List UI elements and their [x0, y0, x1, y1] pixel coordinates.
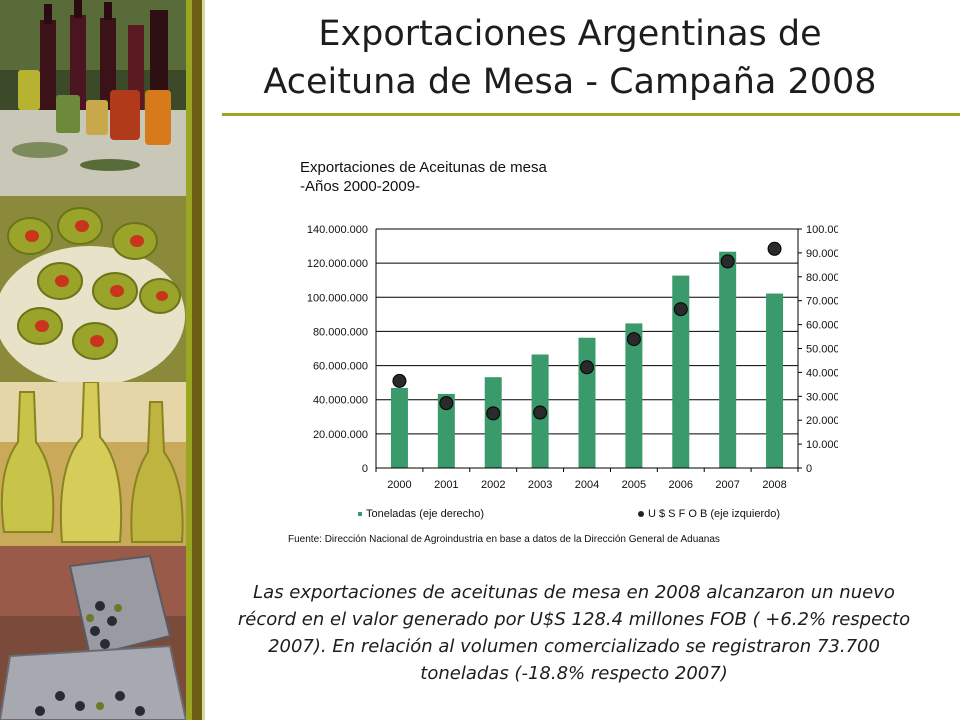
point-usd-fob-2000	[392, 373, 407, 388]
left-axis-tick-label: 120.000.000	[307, 258, 368, 270]
bar-toneladas-2007	[719, 251, 737, 468]
x-axis-tick-label: 2002	[481, 479, 505, 491]
x-axis-tick-label: 2007	[715, 479, 739, 491]
right-axis-tick-label: 60.000	[806, 320, 838, 332]
chart: Exportaciones de Aceitunas de mesa -Años…	[288, 150, 838, 555]
photo-strip	[0, 0, 186, 720]
right-axis-tick-label: 70.000	[806, 296, 838, 308]
bar-toneladas-2008	[766, 293, 784, 468]
bar-toneladas-2005	[625, 323, 643, 468]
accent-stripe-olive	[192, 0, 202, 720]
bar-toneladas-2006	[672, 275, 690, 468]
chart-plot: 0 20.000.000 40.000.000 60.000.000 80.000.00…	[307, 224, 838, 491]
x-axis-tick-label: 2003	[528, 479, 552, 491]
point-usd-fob-2006	[673, 302, 688, 317]
left-axis-tick-label: 40.000.000	[313, 395, 368, 407]
right-axis-tick-label: 100.000	[806, 224, 838, 236]
chart-title-line-2: -Años 2000-2009-	[300, 178, 421, 195]
bar-toneladas-2000	[390, 387, 408, 468]
chart-source: Fuente: Dirección Nacional de Agroindust…	[288, 534, 720, 545]
right-axis-tick-label: 20.000	[806, 415, 838, 427]
point-usd-fob-2008	[767, 241, 782, 256]
legend-item-usd-fob: U $ S F O B (eje izquierdo)	[638, 508, 780, 520]
slide-title-line-2: Aceituna de Mesa - Campaña 2008	[263, 62, 877, 102]
stuffed-olives-photo	[0, 196, 186, 382]
chart-title-line-1: Exportaciones de Aceitunas de mesa	[300, 159, 547, 176]
legend-label-usd-fob: U $ S F O B (eje izquierdo)	[648, 508, 781, 520]
accent-stripe-light	[202, 0, 205, 720]
olive-harvest-machine-photo	[0, 546, 186, 720]
left-axis-tick-label: 140.000.000	[307, 224, 368, 236]
right-axis-tick-label: 80.000	[806, 272, 838, 284]
chart-title: Exportaciones de Aceitunas de mesa -Años…	[300, 158, 547, 196]
right-axis-tick-label: 0	[806, 463, 812, 475]
bar-toneladas-2001	[437, 393, 455, 468]
right-axis-tick-label: 90.000	[806, 248, 838, 260]
x-axis-tick-label: 2004	[575, 479, 599, 491]
x-axis-tick-label: 2001	[434, 479, 458, 491]
right-axis-tick-label: 30.000	[806, 391, 838, 403]
legend-swatch-dot	[638, 511, 644, 518]
x-axis-tick-label: 2000	[387, 479, 411, 491]
x-axis-tick-label: 2005	[622, 479, 646, 491]
left-axis-tick-label: 0	[362, 463, 368, 475]
summary-text: Las exportaciones de aceitunas de mesa e…	[237, 582, 911, 684]
slide-title: Exportaciones Argentinas de Aceituna de …	[230, 10, 910, 106]
legend-label-toneladas: Toneladas (eje derecho)	[366, 508, 485, 520]
point-usd-fob-2002	[486, 406, 501, 421]
left-axis-tick-label: 100.000.000	[307, 292, 368, 304]
legend-swatch-bar	[358, 512, 362, 517]
x-axis-tick-label: 2006	[669, 479, 693, 491]
point-usd-fob-2003	[533, 405, 548, 420]
wine-bottles-and-jars-photo	[0, 0, 186, 196]
right-axis-tick-label: 40.000	[806, 367, 838, 379]
right-axis-tick-label: 10.000	[806, 439, 838, 451]
left-axis-tick-label: 20.000.000	[313, 429, 368, 441]
right-axis-tick-label: 50.000	[806, 344, 838, 356]
point-usd-fob-2004	[580, 360, 594, 375]
legend-item-toneladas: Toneladas (eje derecho)	[358, 508, 484, 520]
left-axis-tick-label: 80.000.000	[313, 326, 368, 338]
olive-oil-bottles-photo	[0, 382, 186, 546]
x-axis-tick-label: 2008	[762, 479, 786, 491]
accent-stripe-green	[186, 0, 192, 720]
slide-title-line-1: Exportaciones Argentinas de	[318, 14, 822, 54]
bar-toneladas-2004	[578, 337, 596, 468]
point-usd-fob-2007	[720, 254, 735, 269]
left-axis-tick-label: 60.000.000	[313, 361, 368, 373]
point-usd-fob-2001	[439, 396, 454, 411]
title-underline	[222, 113, 960, 116]
point-usd-fob-2005	[626, 332, 641, 347]
bar-toneladas-2002	[484, 377, 502, 468]
